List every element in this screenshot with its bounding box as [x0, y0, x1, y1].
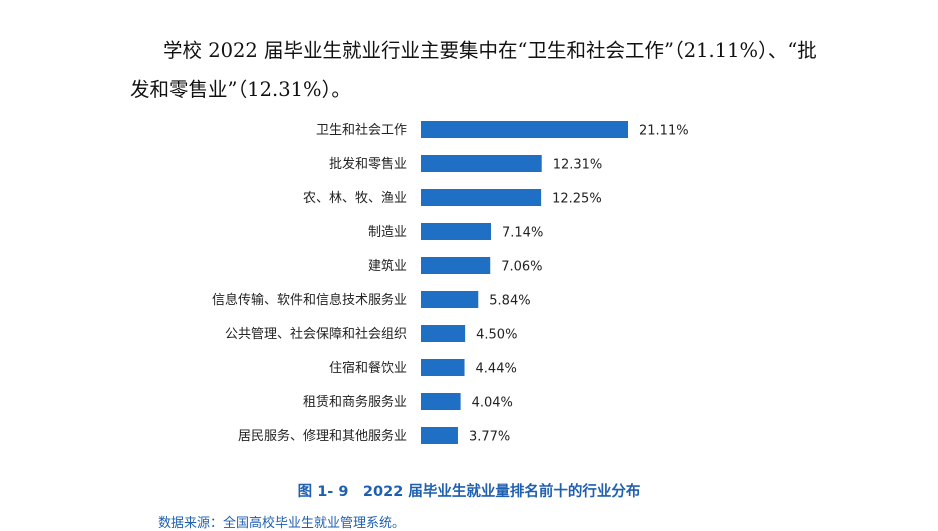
category-label: 批发和零售业 [329, 156, 407, 172]
value-label: 5.84% [489, 294, 530, 309]
category-label: 卫生和社会工作 [316, 122, 407, 138]
value-label: 4.44% [476, 362, 517, 377]
bar [421, 359, 465, 376]
figure-caption: 图 1- 9 2022 届毕业生就业量排名前十的行业分布 [297, 484, 641, 500]
intro-line-2: 发和零售业”（12.31%）。 [130, 78, 351, 101]
bar [421, 393, 461, 410]
intro-paragraph: 学校 2022 届毕业生就业行业主要集中在“卫生和社会工作”（21.11%）、“… [130, 31, 863, 109]
industry-bar-chart: 卫生和社会工作 21.11% 批发和零售业 12.31% 农、林、牧、渔业 12.25% 制… [212, 121, 689, 445]
bar [421, 325, 466, 342]
bar [421, 155, 542, 172]
value-label: 7.06% [501, 260, 542, 275]
value-label: 12.31% [553, 158, 603, 173]
category-label: 信息传输、软件和信息技术服务业 [212, 292, 407, 308]
data-source-note: 数据来源：全国高校毕业生就业管理系统。 [158, 516, 406, 531]
category-label: 居民服务、修理和其他服务业 [238, 428, 407, 444]
bar [421, 121, 628, 138]
bar [421, 257, 491, 274]
bar [421, 427, 458, 444]
category-label: 租赁和商务服务业 [303, 394, 407, 410]
category-label: 公共管理、社会保障和社会组织 [225, 326, 407, 342]
bar [421, 291, 479, 308]
intro-line-1: 学校 2022 届毕业生就业行业主要集中在“卫生和社会工作”（21.11%）、“… [163, 39, 817, 62]
category-label: 建筑业 [368, 258, 407, 274]
bar [421, 223, 492, 240]
value-label: 4.50% [476, 328, 517, 343]
value-label: 4.04% [472, 396, 513, 411]
value-label: 3.77% [469, 430, 510, 445]
value-label: 7.14% [502, 226, 543, 241]
value-label: 12.25% [552, 192, 602, 207]
bar [421, 189, 542, 206]
category-label: 住宿和餐饮业 [329, 360, 407, 376]
category-label: 农、林、牧、渔业 [303, 191, 407, 206]
category-label: 制造业 [368, 225, 407, 240]
value-label: 21.11% [639, 124, 689, 139]
